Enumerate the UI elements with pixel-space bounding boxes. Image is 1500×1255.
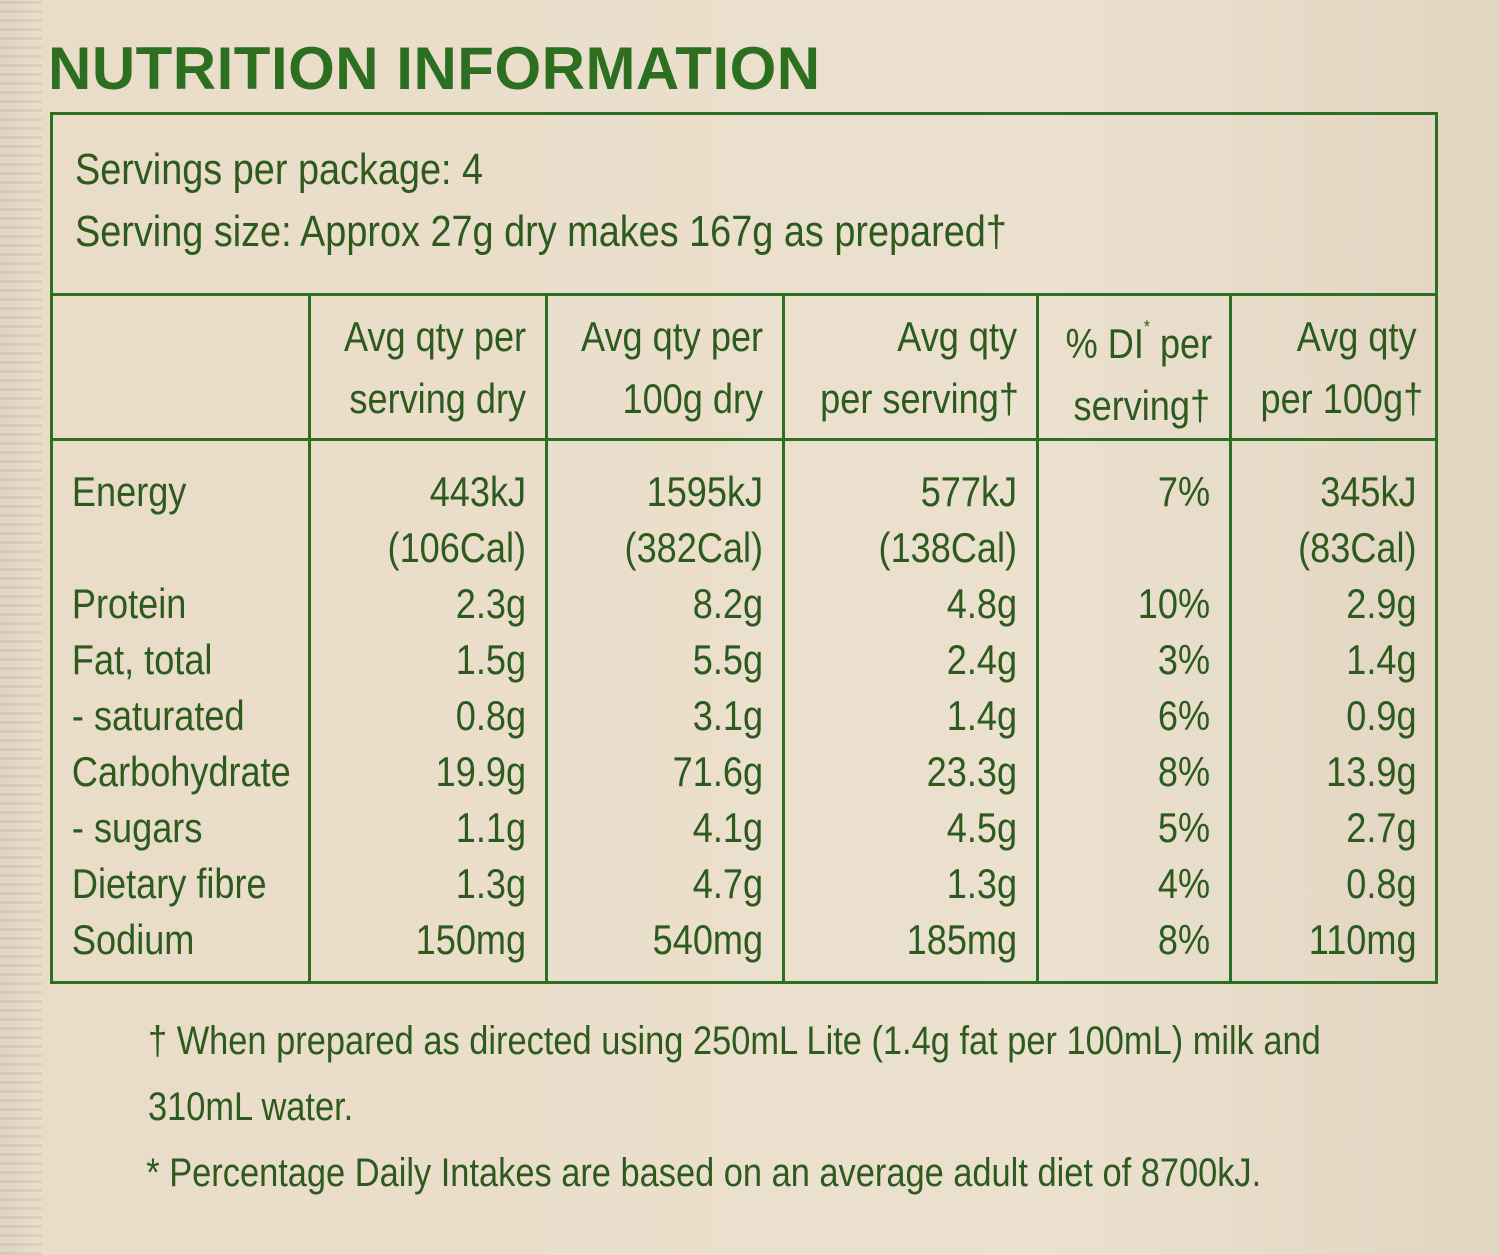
serving-size: Serving size: Approx 27g dry makes 167g … <box>75 207 1007 256</box>
serving-information: Servings per package: 4 Serving size: Ap… <box>75 139 1007 263</box>
nutrient-label: Energy <box>71 468 187 515</box>
daily-intake-values-cell: 7% 10% 3% 6% 8% 5% 4% 8% <box>1035 438 1232 981</box>
nutrient-names-cell: Energy Protein Fat, total - saturated Ca… <box>53 438 311 981</box>
serving-dry-values-cell: 443kJ (106Cal) 2.3g 1.5g 0.8g 19.9g 1.1g… <box>307 438 548 981</box>
nutrient-label: - saturated <box>71 692 245 739</box>
nutrient-column-header <box>53 293 311 441</box>
prepared-serving-values-cell: 577kJ (138Cal) 4.8g 2.4g 1.4g 23.3g 4.5g… <box>781 438 1039 981</box>
column-header: Avg qty per serving dry <box>307 293 548 441</box>
column-header: Avg qty per serving† <box>781 293 1039 441</box>
nutrient-label: Dietary fibre <box>71 860 267 907</box>
prepared-100g-values-cell: 345kJ (83Cal) 2.9g 1.4g 0.9g 13.9g 2.7g … <box>1228 438 1435 981</box>
nutrition-data-row: Energy Protein Fat, total - saturated Ca… <box>53 438 1435 981</box>
dagger-footnote-line-1: † When prepared as directed using 250mL … <box>148 1019 1321 1063</box>
table-header-row: Avg qty per serving dry Avg qty per 100g… <box>53 293 1435 441</box>
nutrient-label: Sodium <box>71 916 195 963</box>
nutrient-label: Fat, total <box>71 636 213 683</box>
dagger-footnote-line-2: 310mL water. <box>148 1085 354 1129</box>
daily-intake-footnote: * Percentage Daily Intakes are based on … <box>146 1151 1262 1195</box>
nutrient-label: Protein <box>71 580 187 627</box>
nutrient-label: - sugars <box>71 804 203 851</box>
nutrition-panel: Servings per package: 4 Serving size: Ap… <box>50 112 1438 984</box>
page-title: NUTRITION INFORMATION <box>48 35 821 102</box>
per-100g-dry-values-cell: 1595kJ (382Cal) 8.2g 5.5g 3.1g 71.6g 4.1… <box>544 438 785 981</box>
footnotes: † When prepared as directed using 250mL … <box>146 1008 1321 1206</box>
asterisk-symbol: * <box>1143 317 1150 337</box>
column-header: Avg qty per 100g dry <box>544 293 785 441</box>
column-header: % DI* per serving† <box>1035 293 1232 441</box>
nutrient-label: Carbohydrate <box>71 748 291 795</box>
nutrition-table: Avg qty per serving dry Avg qty per 100g… <box>53 293 1435 981</box>
column-header: Avg qty per 100g† <box>1228 293 1435 441</box>
servings-per-package: Servings per package: 4 <box>75 145 484 194</box>
